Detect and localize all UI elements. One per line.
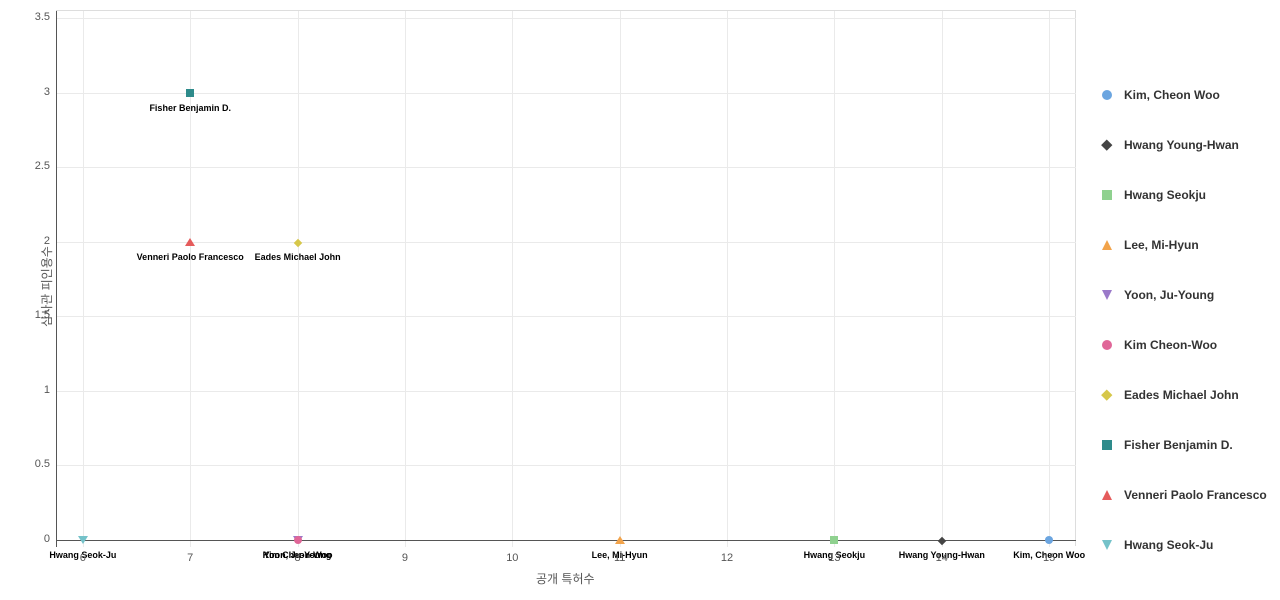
gridline-vertical	[620, 11, 621, 547]
legend-label: Kim, Cheon Woo	[1124, 88, 1220, 102]
gridline-vertical	[83, 11, 84, 547]
legend-label: Yoon, Ju-Young	[1124, 288, 1214, 302]
legend-label: Venneri Paolo Francesco	[1124, 488, 1267, 502]
legend-label: Fisher Benjamin D.	[1124, 438, 1233, 452]
x-tick-label: 9	[402, 552, 408, 564]
gridline-horizontal	[56, 465, 1076, 466]
data-point[interactable]	[1045, 531, 1053, 549]
x-tick-label: 8	[295, 552, 301, 564]
data-point[interactable]	[78, 531, 88, 549]
gridline-horizontal	[56, 18, 1076, 19]
x-axis-line	[56, 540, 1076, 541]
x-tick-label: 6	[80, 552, 86, 564]
x-tick-label: 12	[721, 552, 733, 564]
data-point[interactable]	[185, 233, 195, 251]
scatter-chart: Kim, Cheon Woo Hwang Young-Hwan Hwang Seok…	[0, 0, 1280, 600]
legend-item[interactable]: Hwang Seokju	[1100, 170, 1267, 220]
data-point[interactable]	[615, 531, 625, 549]
gridline-vertical	[727, 11, 728, 547]
gridline-vertical	[298, 11, 299, 547]
gridline-vertical	[1049, 11, 1050, 547]
data-point[interactable]	[186, 84, 194, 102]
x-tick-label: 7	[187, 552, 193, 564]
y-tick-label: 1	[28, 384, 50, 396]
legend-label: Hwang Seok-Ju	[1124, 538, 1213, 552]
gridline-vertical	[512, 11, 513, 547]
data-point[interactable]	[830, 531, 838, 549]
gridline-horizontal	[56, 316, 1076, 317]
x-tick-label: 13	[828, 552, 840, 564]
y-tick-label: 1.5	[28, 309, 50, 321]
data-point-label: Eades Michael John	[255, 252, 341, 262]
legend-marker-icon	[1100, 338, 1114, 352]
legend-item[interactable]: Fisher Benjamin D.	[1100, 420, 1267, 470]
legend-item[interactable]: Kim, Cheon Woo	[1100, 70, 1267, 120]
y-tick-label: 0.5	[28, 458, 50, 470]
legend-marker-icon	[1100, 88, 1114, 102]
legend-label: Lee, Mi-Hyun	[1124, 238, 1199, 252]
y-tick-label: 0	[28, 533, 50, 545]
legend-marker-icon	[1100, 488, 1114, 502]
gridline-vertical	[405, 11, 406, 547]
legend-marker-icon	[1100, 138, 1114, 152]
legend-marker-icon	[1100, 288, 1114, 302]
legend-marker-icon	[1100, 438, 1114, 452]
data-point[interactable]	[294, 531, 302, 549]
gridline-horizontal	[56, 167, 1076, 168]
gridline-horizontal	[56, 391, 1076, 392]
legend-item[interactable]: Venneri Paolo Francesco	[1100, 470, 1267, 520]
legend-item[interactable]: Kim Cheon-Woo	[1100, 320, 1267, 370]
legend-marker-icon	[1100, 238, 1114, 252]
x-tick-label: 15	[1043, 552, 1055, 564]
legend-label: Eades Michael John	[1124, 388, 1239, 402]
legend-label: Hwang Seokju	[1124, 188, 1206, 202]
data-point[interactable]	[939, 531, 945, 549]
legend-item[interactable]: Eades Michael John	[1100, 370, 1267, 420]
y-tick-label: 3	[28, 86, 50, 98]
legend: Kim, Cheon Woo Hwang Young-Hwan Hwang Seok…	[1100, 70, 1267, 570]
gridline-horizontal	[56, 93, 1076, 94]
legend-marker-icon	[1100, 388, 1114, 402]
gridline-vertical	[834, 11, 835, 547]
gridline-vertical	[942, 11, 943, 547]
legend-item[interactable]: Yoon, Ju-Young	[1100, 270, 1267, 320]
x-axis-title: 공개 특허수	[536, 570, 595, 587]
y-tick-label: 3.5	[28, 11, 50, 23]
gridline-horizontal	[56, 242, 1076, 243]
data-point-label: Fisher Benjamin D.	[149, 103, 231, 113]
legend-item[interactable]: Lee, Mi-Hyun	[1100, 220, 1267, 270]
plot-area: Kim, Cheon WooHwang Young-HwanHwang Seok…	[56, 10, 1076, 546]
x-tick-label: 14	[936, 552, 948, 564]
legend-label: Hwang Young-Hwan	[1124, 138, 1239, 152]
y-tick-label: 2.5	[28, 160, 50, 172]
y-tick-label: 2	[28, 235, 50, 247]
y-axis-line	[56, 11, 57, 547]
legend-marker-icon	[1100, 538, 1114, 552]
data-point[interactable]	[295, 233, 301, 251]
legend-marker-icon	[1100, 188, 1114, 202]
x-tick-label: 11	[614, 552, 625, 564]
data-point-label: Venneri Paolo Francesco	[137, 252, 244, 262]
x-tick-label: 10	[506, 552, 518, 564]
legend-item[interactable]: Hwang Seok-Ju	[1100, 520, 1267, 570]
legend-item[interactable]: Hwang Young-Hwan	[1100, 120, 1267, 170]
legend-label: Kim Cheon-Woo	[1124, 338, 1217, 352]
